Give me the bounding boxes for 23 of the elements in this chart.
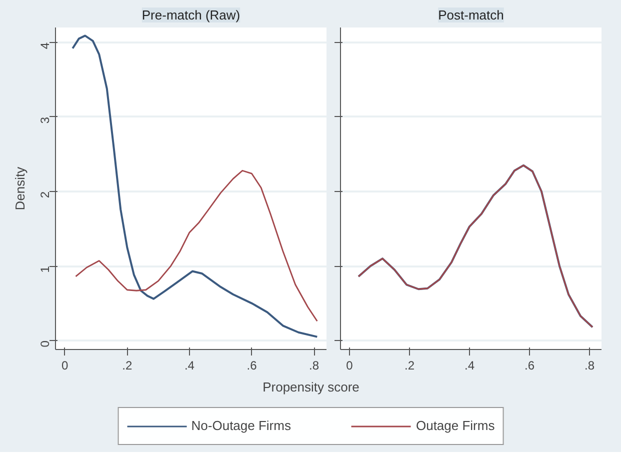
chart-title: Pre-match (Raw) bbox=[142, 8, 240, 22]
x-tick-label: .2 bbox=[122, 358, 132, 372]
y-tick-label: 1 bbox=[38, 266, 52, 273]
x-tick-label: .4 bbox=[464, 358, 475, 372]
line-series bbox=[75, 170, 318, 322]
line-series bbox=[72, 34, 318, 338]
legend-label: Outage Firms bbox=[416, 418, 495, 433]
x-tick-label: .4 bbox=[184, 358, 195, 372]
x-tick-label: .6 bbox=[246, 358, 258, 372]
x-tick-label: .8 bbox=[309, 358, 320, 372]
y-axis-title: Density bbox=[12, 166, 28, 210]
legend-label: No-Outage Firms bbox=[191, 418, 291, 433]
x-tick-label: 0 bbox=[346, 358, 354, 372]
chart-title: Post-match bbox=[438, 8, 504, 22]
x-tick-label: .6 bbox=[524, 358, 535, 372]
y-tick-label: 4 bbox=[38, 42, 52, 50]
y-tick-label: 3 bbox=[38, 116, 52, 124]
x-tick-label: 0 bbox=[62, 358, 69, 372]
y-tick-label: 2 bbox=[38, 191, 52, 198]
x-tick-label: .2 bbox=[404, 358, 415, 372]
x-axis-title: Propensity score bbox=[262, 380, 360, 394]
x-tick-label: .8 bbox=[584, 358, 595, 372]
y-tick-label: 0 bbox=[38, 340, 52, 348]
